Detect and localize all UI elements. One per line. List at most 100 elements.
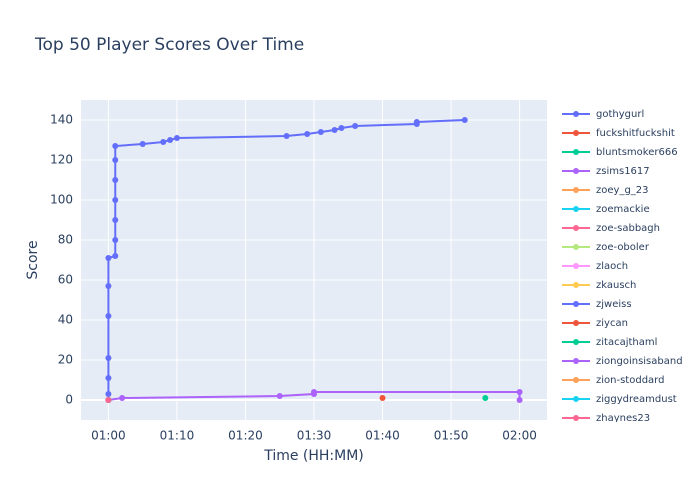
- data-point: [311, 389, 317, 395]
- legend-marker: [573, 149, 579, 155]
- data-point: [167, 137, 174, 143]
- data-point: [352, 123, 359, 129]
- legend-item[interactable]: zitacajthaml: [562, 337, 657, 348]
- data-point: [160, 139, 167, 145]
- legend-label: zhaynes23: [596, 413, 650, 424]
- legend-label: zoe-sabbagh: [596, 223, 660, 234]
- data-point: [304, 131, 311, 137]
- x-tick-label: 01:10: [160, 429, 195, 443]
- data-point: [283, 133, 290, 139]
- y-tick-label: 100: [50, 193, 73, 207]
- legend-item[interactable]: zoey_g_23: [562, 185, 649, 196]
- legend-item[interactable]: zoe-oboler: [562, 242, 650, 253]
- legend-marker: [573, 187, 579, 193]
- data-point: [112, 143, 119, 149]
- legend-item[interactable]: zkausch: [562, 280, 636, 291]
- legend-item[interactable]: zsims1617: [562, 166, 650, 177]
- x-tick-label: 02:00: [502, 429, 537, 443]
- plot: [105, 117, 523, 403]
- legend-marker: [573, 320, 579, 326]
- legend-item[interactable]: zjweiss: [562, 299, 632, 310]
- legend-item[interactable]: zoemackie: [562, 204, 650, 215]
- legend-label: zion-stoddard: [596, 375, 664, 386]
- legend-marker: [573, 396, 579, 402]
- x-tick-label: 01:30: [297, 429, 332, 443]
- legend-item[interactable]: zhaynes23: [562, 413, 650, 424]
- legend-label: ziongoinsisaband: [596, 356, 683, 367]
- data-point: [112, 197, 119, 203]
- legend-item[interactable]: ziongoinsisaband: [562, 356, 683, 367]
- legend-label: zoey_g_23: [596, 185, 649, 196]
- legend: gothygurl fuckshitfuckshit bluntsmoker666 z…: [562, 109, 683, 424]
- data-point: [112, 253, 119, 259]
- x-tick-label: 01:20: [228, 429, 263, 443]
- legend-marker: [573, 301, 579, 307]
- legend-label: ziggydreamdust: [596, 394, 677, 405]
- legend-marker: [573, 225, 579, 231]
- legend-marker: [573, 415, 579, 421]
- legend-marker: [573, 339, 579, 345]
- legend-item[interactable]: fuckshitfuckshit: [562, 128, 675, 139]
- legend-label: ziycan: [596, 318, 628, 329]
- y-tick-label: 20: [58, 353, 73, 367]
- data-point: [338, 125, 345, 131]
- data-point: [112, 217, 119, 223]
- legend-marker: [573, 168, 579, 174]
- legend-label: bluntsmoker666: [596, 147, 678, 158]
- legend-marker: [573, 206, 579, 212]
- data-point: [413, 119, 420, 125]
- data-point: [331, 127, 338, 133]
- legend-marker: [573, 130, 579, 136]
- legend-item[interactable]: zoe-sabbagh: [562, 223, 660, 234]
- data-point: [105, 283, 112, 289]
- legend-marker: [573, 282, 579, 288]
- data-point: [516, 397, 523, 403]
- y-tick-label: 60: [58, 273, 73, 287]
- data-point: [516, 389, 523, 395]
- y-tick-label: 80: [58, 233, 73, 247]
- legend-label: zsims1617: [596, 166, 650, 177]
- data-point: [105, 375, 112, 381]
- legend-item[interactable]: ziycan: [562, 318, 628, 329]
- data-point: [112, 157, 119, 163]
- x-tick-label: 01:00: [91, 429, 126, 443]
- data-point: [112, 237, 119, 243]
- legend-label: zjweiss: [596, 299, 632, 310]
- data-point: [482, 395, 489, 401]
- data-point: [105, 355, 112, 361]
- legend-label: gothygurl: [596, 109, 644, 120]
- chart-title: Top 50 Player Scores Over Time: [34, 35, 304, 55]
- legend-item[interactable]: gothygurl: [562, 109, 644, 120]
- legend-label: fuckshitfuckshit: [596, 128, 675, 139]
- data-point: [461, 117, 468, 123]
- data-point: [317, 129, 324, 135]
- legend-item[interactable]: bluntsmoker666: [562, 147, 678, 158]
- data-point: [105, 255, 112, 261]
- legend-marker: [573, 263, 579, 269]
- data-point: [276, 393, 283, 399]
- legend-label: zlaoch: [596, 261, 628, 272]
- legend-label: zoemackie: [596, 204, 650, 215]
- legend-label: zoe-oboler: [596, 242, 650, 253]
- legend-marker: [573, 377, 579, 383]
- y-tick-label: 0: [65, 393, 73, 407]
- legend-item[interactable]: ziggydreamdust: [562, 394, 677, 405]
- grid: [81, 100, 547, 420]
- x-tick-label: 01:40: [365, 429, 400, 443]
- legend-marker: [573, 244, 579, 250]
- legend-label: zitacajthaml: [596, 337, 657, 348]
- x-tick-label: 01:50: [434, 429, 469, 443]
- legend-item[interactable]: zlaoch: [562, 261, 628, 272]
- data-point: [139, 141, 146, 147]
- y-tick-label: 40: [58, 313, 73, 327]
- legend-marker: [573, 358, 579, 364]
- data-point: [105, 313, 112, 319]
- data-point: [173, 135, 180, 141]
- legend-label: zkausch: [596, 280, 636, 291]
- data-point: [105, 397, 112, 403]
- y-tick-label: 120: [50, 153, 73, 167]
- data-point: [112, 177, 119, 183]
- legend-marker: [573, 111, 579, 117]
- legend-item[interactable]: zion-stoddard: [562, 375, 664, 386]
